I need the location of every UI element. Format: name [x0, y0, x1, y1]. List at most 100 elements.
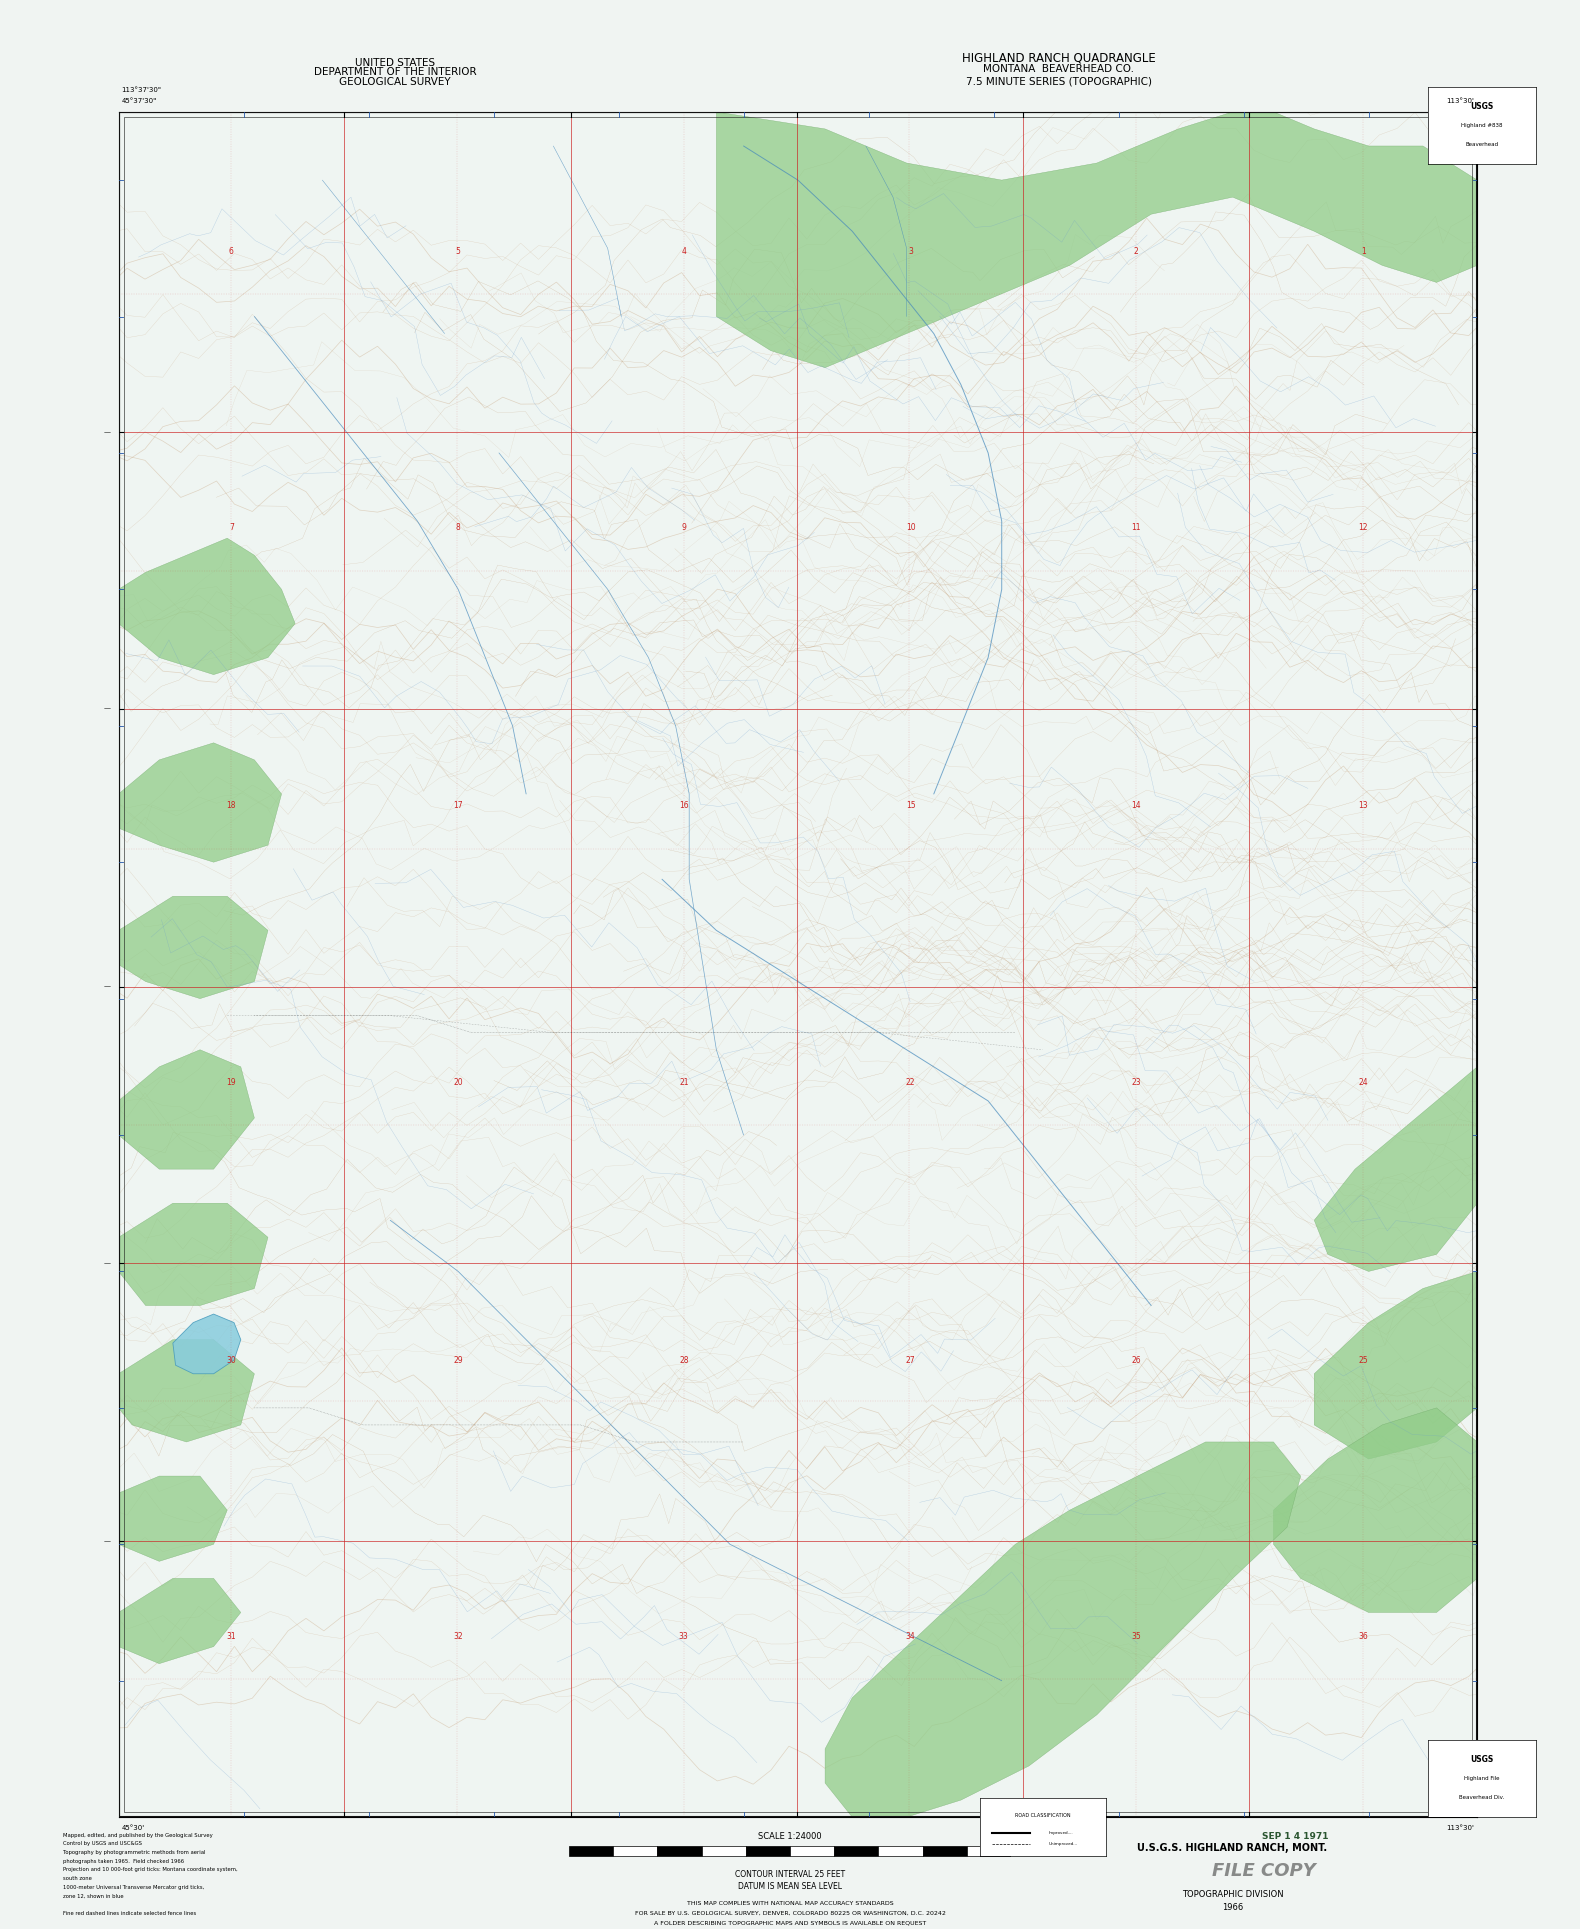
Text: 25: 25	[1359, 1356, 1368, 1364]
Polygon shape	[118, 1339, 254, 1443]
Text: —: —	[104, 706, 111, 712]
Text: Topography by photogrammetric methods from aerial: Topography by photogrammetric methods fr…	[63, 1850, 205, 1856]
Text: 16: 16	[679, 801, 689, 810]
Text: 26: 26	[1131, 1356, 1141, 1364]
Text: SEP 1 4 1971: SEP 1 4 1971	[1262, 1833, 1329, 1840]
Text: —: —	[104, 984, 111, 990]
Text: 20: 20	[453, 1078, 463, 1086]
Text: 14: 14	[1131, 801, 1141, 810]
Text: zone 12, shown in blue: zone 12, shown in blue	[63, 1894, 123, 1898]
Polygon shape	[1315, 1067, 1477, 1271]
Text: —: —	[104, 1537, 111, 1543]
Text: 12: 12	[1359, 523, 1368, 532]
Text: DATUM IS MEAN SEA LEVEL: DATUM IS MEAN SEA LEVEL	[738, 1883, 842, 1890]
Bar	[790, 1846, 834, 1856]
Text: CONTOUR INTERVAL 25 FEET: CONTOUR INTERVAL 25 FEET	[735, 1871, 845, 1879]
Text: 1000-meter Universal Transverse Mercator grid ticks,: 1000-meter Universal Transverse Mercator…	[63, 1885, 204, 1890]
Polygon shape	[825, 1443, 1300, 1817]
Bar	[834, 1846, 878, 1856]
Text: USGS: USGS	[1471, 1755, 1493, 1763]
Text: 30: 30	[226, 1356, 235, 1364]
Polygon shape	[118, 897, 269, 999]
Bar	[613, 1846, 657, 1856]
Polygon shape	[172, 1314, 240, 1373]
Text: 33: 33	[679, 1632, 689, 1642]
Text: UNITED STATES: UNITED STATES	[356, 58, 434, 68]
Text: 113°30': 113°30'	[1446, 1825, 1474, 1831]
Text: U.S.G.S. HIGHLAND RANCH, MONT.: U.S.G.S. HIGHLAND RANCH, MONT.	[1138, 1842, 1327, 1854]
Text: Unimproved...: Unimproved...	[1049, 1842, 1078, 1846]
Bar	[702, 1846, 746, 1856]
Text: Improved....: Improved....	[1049, 1831, 1074, 1834]
Text: Beaverhead: Beaverhead	[1466, 143, 1498, 147]
Text: THIS MAP COMPLIES WITH NATIONAL MAP ACCURACY STANDARDS: THIS MAP COMPLIES WITH NATIONAL MAP ACCU…	[687, 1902, 893, 1906]
Text: 45°37'30": 45°37'30"	[122, 98, 156, 104]
Text: 113°37'30": 113°37'30"	[122, 87, 161, 93]
Text: 22: 22	[905, 1078, 915, 1086]
Text: 27: 27	[905, 1356, 915, 1364]
Text: TOPOGRAPHIC DIVISION: TOPOGRAPHIC DIVISION	[1182, 1890, 1283, 1898]
Text: GEOLOGICAL SURVEY: GEOLOGICAL SURVEY	[340, 77, 450, 87]
Text: Fine red dashed lines indicate selected fence lines: Fine red dashed lines indicate selected …	[63, 1910, 196, 1915]
Polygon shape	[1273, 1408, 1477, 1613]
Polygon shape	[118, 1476, 228, 1561]
Text: Highland #838: Highland #838	[1462, 123, 1503, 127]
Bar	[878, 1846, 923, 1856]
Text: 2: 2	[1134, 247, 1139, 257]
Polygon shape	[716, 112, 1477, 368]
Text: FILE COPY: FILE COPY	[1212, 1861, 1316, 1881]
Polygon shape	[1315, 1271, 1477, 1458]
Text: 28: 28	[679, 1356, 689, 1364]
Text: 15: 15	[905, 801, 915, 810]
Text: 29: 29	[453, 1356, 463, 1364]
Text: 24: 24	[1359, 1078, 1368, 1086]
Text: 23: 23	[1131, 1078, 1141, 1086]
Bar	[657, 1846, 702, 1856]
Polygon shape	[118, 1204, 269, 1306]
Text: 10: 10	[905, 523, 915, 532]
Text: FOR SALE BY U.S. GEOLOGICAL SURVEY, DENVER, COLORADO 80225 OR WASHINGTON, D.C. 2: FOR SALE BY U.S. GEOLOGICAL SURVEY, DENV…	[635, 1912, 945, 1915]
Text: 21: 21	[679, 1078, 689, 1086]
Text: 1: 1	[1360, 247, 1365, 257]
Text: 34: 34	[905, 1632, 915, 1642]
Text: 1966: 1966	[1221, 1904, 1243, 1912]
Text: 35: 35	[1131, 1632, 1141, 1642]
Text: 32: 32	[453, 1632, 463, 1642]
Text: —: —	[104, 1260, 111, 1265]
Text: 8: 8	[455, 523, 461, 532]
Text: 9: 9	[681, 523, 686, 532]
Polygon shape	[118, 743, 281, 862]
Text: ROAD CLASSIFICATION: ROAD CLASSIFICATION	[1014, 1813, 1071, 1817]
Text: 3: 3	[908, 247, 913, 257]
Bar	[923, 1846, 967, 1856]
Text: 18: 18	[226, 801, 235, 810]
Text: Highland File: Highland File	[1465, 1777, 1499, 1780]
Text: 5: 5	[455, 247, 461, 257]
Text: photographs taken 1965.  Field checked 1966: photographs taken 1965. Field checked 19…	[63, 1860, 185, 1863]
Text: A FOLDER DESCRIBING TOPOGRAPHIC MAPS AND SYMBOLS IS AVAILABLE ON REQUEST: A FOLDER DESCRIBING TOPOGRAPHIC MAPS AND…	[654, 1921, 926, 1925]
Text: 6: 6	[229, 247, 234, 257]
Text: Mapped, edited, and published by the Geological Survey: Mapped, edited, and published by the Geo…	[63, 1833, 213, 1838]
Text: Control by USGS and USC&GS: Control by USGS and USC&GS	[63, 1840, 142, 1846]
Text: HIGHLAND RANCH QUADRANGLE: HIGHLAND RANCH QUADRANGLE	[962, 52, 1155, 64]
Text: 36: 36	[1359, 1632, 1368, 1642]
Text: —: —	[104, 430, 111, 436]
Text: 31: 31	[226, 1632, 235, 1642]
Text: DEPARTMENT OF THE INTERIOR: DEPARTMENT OF THE INTERIOR	[314, 68, 476, 77]
Text: 4: 4	[681, 247, 686, 257]
Polygon shape	[118, 1578, 240, 1663]
Text: 13: 13	[1359, 801, 1368, 810]
Text: USGS: USGS	[1471, 102, 1493, 110]
Bar	[967, 1846, 1011, 1856]
Text: 7: 7	[229, 523, 234, 532]
Text: 17: 17	[453, 801, 463, 810]
Text: 19: 19	[226, 1078, 235, 1086]
Text: Beaverhead Div.: Beaverhead Div.	[1460, 1796, 1504, 1800]
Text: 11: 11	[1131, 523, 1141, 532]
Bar	[746, 1846, 790, 1856]
Bar	[569, 1846, 613, 1856]
Text: 113°30': 113°30'	[1446, 98, 1474, 104]
Text: SCALE 1:24000: SCALE 1:24000	[758, 1833, 822, 1840]
Text: MONTANA  BEAVERHEAD CO.: MONTANA BEAVERHEAD CO.	[983, 64, 1134, 75]
Text: 7.5 MINUTE SERIES (TOPOGRAPHIC): 7.5 MINUTE SERIES (TOPOGRAPHIC)	[965, 75, 1152, 87]
